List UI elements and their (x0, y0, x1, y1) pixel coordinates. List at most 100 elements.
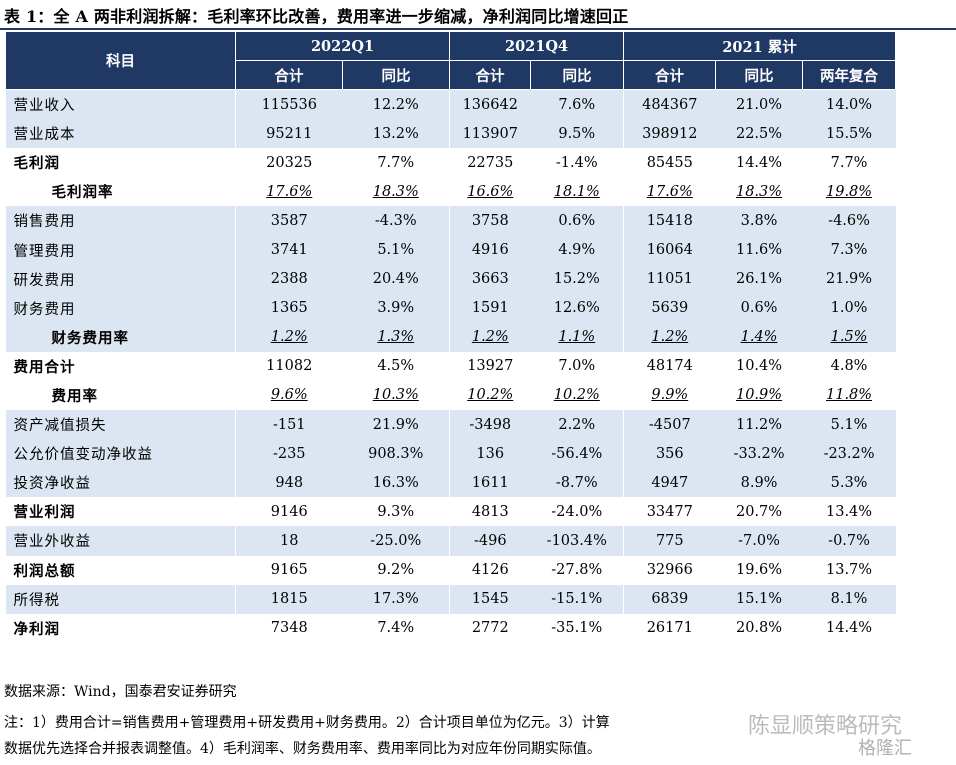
row-label: 毛利润率 (51, 184, 114, 202)
table-cell: 11.8% (826, 387, 873, 404)
table-cell: 3587 (235, 206, 343, 236)
table-cell: 9146 (235, 497, 343, 527)
row-label: 财务费用率 (5, 322, 236, 352)
row-label: 所得税 (5, 584, 236, 614)
header-sub: 两年复合 (802, 60, 897, 90)
table-note: 注：1）费用合计=销售费用+管理费用+研发费用+财务费用。2）合计项目单位为亿元… (4, 710, 952, 762)
table-row: 财务费用 1365 3.9% 1591 12.6% 5639 0.6% 1.0% (5, 293, 896, 323)
table-cell: 26.1% (715, 264, 803, 294)
table-cell: 9.9% (623, 380, 716, 411)
table-title: 表 1：全 A 两非利润拆解：毛利率环比改善，费用率进一步缩减，净利润同比增速回… (4, 7, 629, 26)
header-sub: 合计 (449, 60, 532, 90)
table-cell: 26171 (623, 613, 716, 643)
table-cell: -8.7% (530, 468, 624, 498)
table-cell: -0.7% (802, 526, 896, 556)
table-cell: 13.7% (826, 562, 873, 579)
note-line-1: 注：1）费用合计=销售费用+管理费用+研发费用+财务费用。2）合计项目单位为亿元… (4, 715, 610, 731)
table-cell: 4.5% (377, 358, 415, 375)
table-cell: 17.3% (342, 584, 450, 614)
table-cell: -35.1% (551, 620, 603, 637)
header-subject: 科目 (5, 31, 236, 90)
table-cell: 12.6% (530, 293, 624, 323)
table-cell: 85455 (623, 148, 716, 178)
table-cell: -27.8% (551, 562, 603, 579)
table-row: 研发费用 2388 20.4% 3663 15.2% 11051 26.1% 21.9% (5, 264, 896, 294)
table-cell: 21.9% (802, 264, 896, 294)
table-cell: 5639 (623, 293, 716, 323)
table-cell: 1545 (449, 584, 531, 614)
table-cell: 10.2% (553, 387, 600, 404)
table-cell: 20.4% (342, 264, 450, 294)
table-cell: 48174 (623, 351, 716, 381)
table-cell: 15.1% (715, 584, 803, 614)
row-label: 费用率 (51, 387, 98, 405)
table-cell: 398912 (623, 119, 716, 149)
table-cell: 4126 (449, 555, 531, 585)
table-cell: 1611 (449, 468, 531, 498)
watermark-logo: 格隆汇 (858, 738, 912, 759)
table-cell: -1.4% (555, 154, 598, 171)
table-cell: 20.7% (735, 503, 783, 520)
table-row: 资产减值损失 -151 21.9% -3498 2.2% -4507 11.2% 5.1% (5, 410, 896, 440)
table-cell: 11082 (235, 351, 343, 381)
row-label: 毛利润 (13, 155, 60, 173)
table-cell: 1.2% (449, 322, 531, 352)
row-label: 公允价值变动净收益 (5, 439, 236, 469)
row-label: 研发费用 (5, 264, 236, 294)
table-cell: 3741 (235, 235, 343, 265)
row-label: 营业成本 (5, 119, 236, 149)
table-cell: 1.5% (802, 322, 896, 352)
table-cell: 775 (623, 526, 716, 556)
table-cell: 3.9% (342, 293, 450, 323)
table-cell: 1.3% (342, 322, 450, 352)
table-cell: 1815 (235, 584, 343, 614)
table-cell: 10.9% (735, 387, 783, 404)
table-cell: 7.4% (377, 620, 415, 637)
table-cell: -103.4% (530, 526, 624, 556)
table-cell: 18.1% (553, 183, 600, 200)
table-cell: -4.3% (342, 206, 450, 236)
table-cell: 21.9% (342, 410, 450, 440)
table-cell: 1.0% (802, 293, 896, 323)
header-sub: 合计 (235, 60, 343, 90)
profit-breakdown-table: 科目 2022Q1 2021Q4 2021 累计 合计 同比 合计 同比 合计 … (5, 31, 897, 643)
watermark: 陈显顺策略研究 (748, 714, 903, 739)
table-cell: 22.5% (715, 119, 803, 149)
table-cell: 356 (623, 439, 716, 469)
table-cell: 0.6% (715, 293, 803, 323)
table-row: 公允价值变动净收益 -235 908.3% 136 -56.4% 356 -33.2% -23… (5, 439, 896, 469)
table-cell: 908.3% (342, 439, 450, 469)
table-cell: 16.3% (342, 468, 450, 498)
table-cell: -496 (449, 526, 531, 556)
table-row: 毛利润 20325 7.7% 22735 -1.4% 85455 14.4% 7.7% (6, 148, 896, 178)
table-cell: 10.4% (735, 358, 783, 375)
table-cell: 7.6% (530, 89, 624, 120)
table-cell: 12.2% (342, 89, 450, 120)
table-cell: 11.6% (715, 235, 803, 265)
header-sub: 同比 (341, 60, 451, 90)
table-cell: 16064 (623, 235, 716, 265)
table-cell: -56.4% (530, 439, 624, 469)
table-cell: 33477 (623, 497, 716, 527)
table-cell: 13927 (449, 351, 531, 381)
table-cell: -24.0% (551, 503, 603, 520)
row-label: 费用合计 (13, 358, 76, 376)
table-row: 营业成本 95211 13.2% 113907 9.5% 398912 22.5% 15.5% (5, 119, 896, 149)
table-row: 费用率 9.6% 10.3% 10.2% 10.2% 9.9% 10.9% 11.8% (6, 380, 896, 411)
table-cell: -235 (235, 439, 343, 469)
table-cell: 13.2% (342, 119, 450, 149)
table-cell: 15.2% (530, 264, 624, 294)
row-label: 销售费用 (5, 206, 236, 236)
table-cell: 0.6% (530, 206, 624, 236)
table-row: 管理费用 3741 5.1% 4916 4.9% 16064 11.6% 7.3% (5, 235, 896, 265)
table-cell: 113907 (449, 119, 531, 149)
table-cell: 7.7% (377, 154, 415, 171)
table-cell: 15.5% (802, 119, 896, 149)
table-cell: 1.2% (623, 322, 716, 352)
table-cell: 136642 (449, 89, 531, 120)
table-cell: -151 (235, 410, 343, 440)
note-line-2: 数据优先选择合并报表调整值。4）毛利润率、财务费用率、费用率同比为对应年份同期实… (4, 741, 601, 757)
table-cell: 7.7% (830, 154, 868, 171)
table-cell: 9.2% (377, 562, 415, 579)
table-cell: 19.6% (735, 562, 783, 579)
